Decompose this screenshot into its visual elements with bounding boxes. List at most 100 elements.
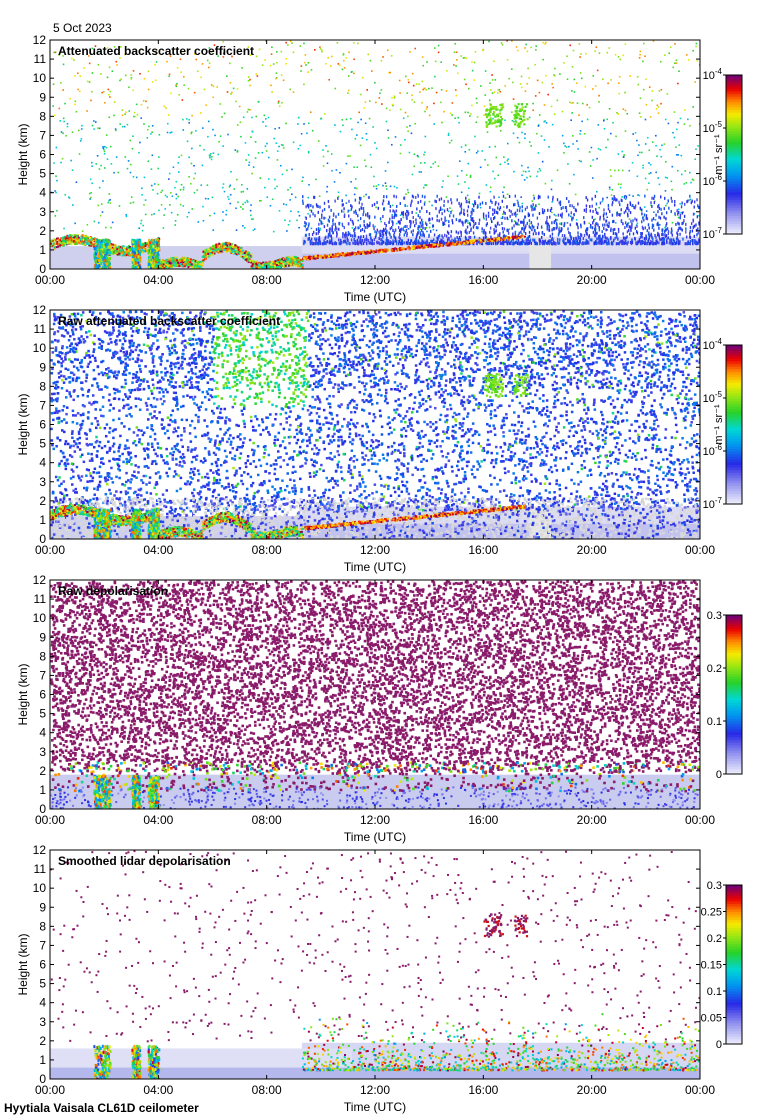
colorbar-swatch — [726, 736, 742, 741]
x-tick-label: 08:00 — [252, 543, 282, 557]
colorbar-swatch — [726, 345, 742, 349]
y-tick-label: 4 — [39, 186, 46, 200]
colorbar-swatch — [726, 490, 742, 494]
colorbar-swatch — [726, 622, 742, 627]
colorbar-swatch — [726, 710, 742, 714]
colorbar-swatch — [726, 959, 742, 963]
colorbar: 10-710-610-510-4m⁻¹ sr⁻¹ — [703, 337, 743, 511]
colorbar-swatch — [726, 96, 742, 100]
y-tick-label: 4 — [39, 456, 46, 470]
colorbar-swatch — [726, 453, 742, 457]
colorbar-swatch — [726, 1009, 742, 1013]
colorbar-swatch — [726, 988, 742, 992]
colorbar-tick-label: 0.25 — [701, 907, 722, 919]
y-tick-label: 2 — [39, 494, 46, 508]
panel-title: Raw attenuated backscatter coefficient — [58, 314, 280, 328]
colorbar-swatch — [726, 223, 742, 227]
x-tick-label: 00:00 — [685, 813, 715, 827]
colorbar-swatch — [726, 448, 742, 452]
colorbar-swatch — [726, 204, 742, 209]
colorbar-swatch — [726, 181, 742, 185]
y-tick-label: 10 — [33, 341, 47, 355]
y-tick-label: 5 — [39, 707, 46, 721]
colorbar-swatch — [726, 413, 742, 418]
y-tick-label: 7 — [39, 938, 46, 952]
colorbar-swatch — [726, 408, 742, 412]
colorbar-unit: m⁻¹ sr⁻¹ — [713, 404, 725, 445]
colorbar-swatch — [726, 675, 742, 680]
x-tick-label: 20:00 — [577, 273, 607, 287]
colorbar-swatch — [726, 437, 742, 441]
colorbar-swatch — [726, 956, 742, 960]
colorbar-swatch — [726, 120, 742, 124]
colorbar-swatch — [726, 911, 742, 915]
x-axis-label: Time (UTC) — [344, 560, 406, 574]
colorbar-swatch — [726, 165, 742, 169]
colorbar-swatch — [726, 387, 742, 391]
y-axis-label: Height (km) — [16, 933, 30, 995]
colorbar-swatch — [726, 220, 742, 224]
colorbar-swatch — [726, 469, 742, 473]
y-tick-label: 6 — [39, 958, 46, 972]
colorbar-swatch — [726, 919, 742, 923]
colorbar-swatch — [726, 890, 742, 894]
colorbar-tick-label: 10-5 — [703, 120, 723, 135]
heatmap-field — [50, 310, 700, 539]
colorbar-swatch — [726, 191, 742, 195]
colorbar-swatch — [726, 718, 742, 722]
early-layer — [50, 1048, 352, 1068]
colorbar-swatch — [726, 101, 742, 105]
y-tick-label: 5 — [39, 437, 46, 451]
heatmap-field — [50, 40, 700, 269]
colorbar-swatch — [726, 395, 742, 399]
colorbar-swatch — [726, 657, 742, 661]
colorbar-swatch — [726, 167, 742, 171]
date-label: 5 Oct 2023 — [53, 21, 112, 35]
colorbar-swatch — [726, 977, 742, 981]
y-tick-label: 5 — [39, 977, 46, 991]
colorbar-swatch — [726, 1012, 742, 1016]
colorbar-swatch — [726, 149, 742, 153]
colorbar-tick-label: 0.05 — [701, 1013, 722, 1025]
colorbar-swatch — [726, 210, 742, 214]
colorbar-swatch — [726, 930, 742, 934]
colorbar-swatch — [726, 699, 742, 704]
colorbar-frame — [725, 74, 743, 235]
y-tick-label: 3 — [39, 1015, 46, 1029]
colorbar-swatch — [726, 405, 742, 410]
colorbar-swatch — [726, 961, 742, 966]
colorbar-tick-label: 10-7 — [703, 496, 723, 511]
colorbar-swatch — [726, 226, 742, 230]
y-tick-label: 5 — [39, 167, 46, 181]
colorbar-swatch — [726, 628, 742, 632]
colorbar-swatch — [726, 744, 742, 749]
colorbar-swatch — [726, 77, 742, 81]
x-tick-label: 00:00 — [685, 543, 715, 557]
x-tick-label: 20:00 — [577, 813, 607, 827]
colorbar-swatch — [726, 900, 742, 905]
colorbar-swatch — [726, 691, 742, 696]
x-tick-label: 04:00 — [143, 273, 173, 287]
colorbar-swatch — [726, 1020, 742, 1024]
colorbar-swatch — [726, 1006, 742, 1011]
colorbar-swatch — [726, 914, 742, 918]
plot-background — [50, 40, 700, 269]
y-tick-label: 10 — [33, 881, 47, 895]
y-tick-label: 1 — [39, 1053, 46, 1067]
x-tick-label: 00:00 — [35, 543, 65, 557]
x-tick-label: 12:00 — [360, 813, 390, 827]
x-tick-label: 08:00 — [252, 1083, 282, 1097]
y-axis-label: Height (km) — [16, 123, 30, 185]
x-tick-label: 16:00 — [468, 543, 498, 557]
panel-title: Raw depolarisation — [58, 584, 168, 598]
colorbar-swatch — [726, 374, 742, 378]
colorbar-swatch — [726, 501, 742, 505]
colorbar-swatch — [726, 758, 742, 762]
colorbar-swatch — [726, 352, 742, 357]
colorbar-swatch — [726, 159, 742, 164]
colorbar-swatch — [726, 474, 742, 479]
y-tick-label: 8 — [39, 109, 46, 123]
colorbar-swatch — [726, 416, 742, 420]
y-tick-label: 3 — [39, 745, 46, 759]
